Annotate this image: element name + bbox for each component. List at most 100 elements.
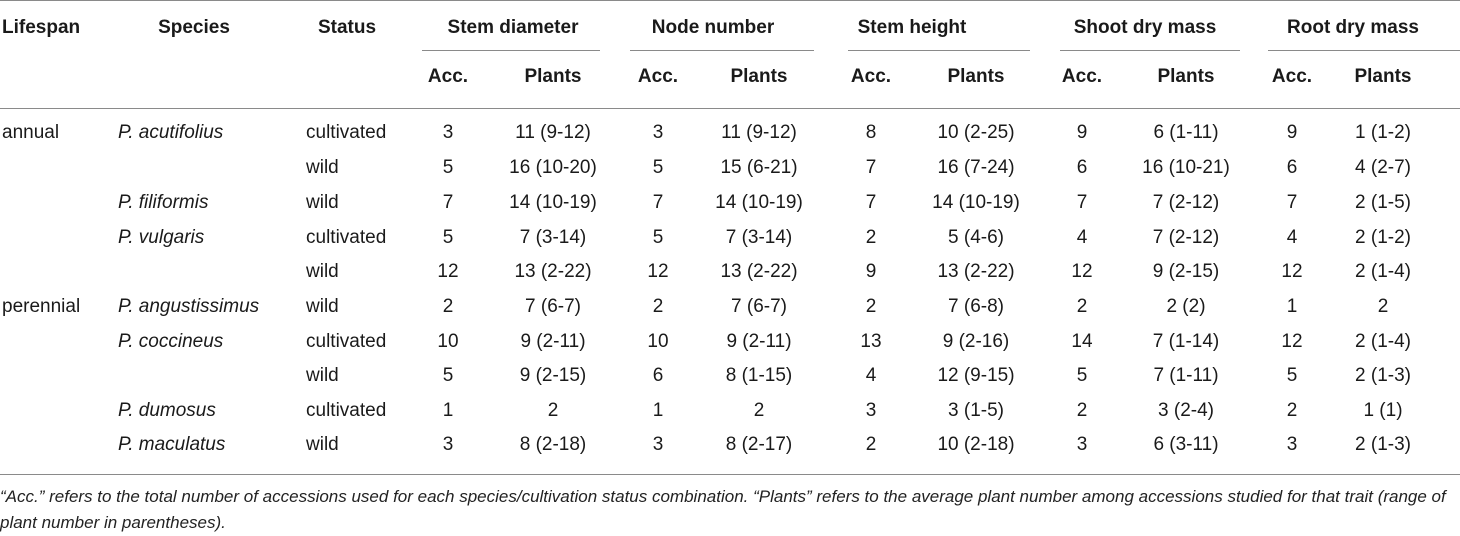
- cell-status: cultivated: [306, 227, 387, 248]
- cell-status: wild: [306, 434, 339, 455]
- cell-value: 2: [865, 434, 877, 455]
- cell-value: 13 (2-22): [720, 261, 798, 282]
- cell-value: 7 (1-14): [1152, 331, 1220, 352]
- cell-value: 7 (3-14): [725, 227, 793, 248]
- cell-value: 2 (1-5): [1355, 192, 1411, 213]
- cell-value: 5: [1286, 365, 1298, 386]
- cell-value: 6: [1076, 157, 1088, 178]
- cell-value: 8 (1-15): [725, 365, 793, 386]
- cell-status: wild: [306, 365, 339, 386]
- cell-value: 2 (1-3): [1355, 365, 1411, 386]
- subheader-acc: Acc.: [1061, 66, 1103, 87]
- cell-lifespan: annual: [2, 122, 60, 143]
- cell-value: 2: [652, 296, 664, 317]
- header-bottom-rule: [0, 108, 1460, 109]
- subheader-plants: Plants: [524, 66, 582, 87]
- cell-value: 7 (2-12): [1152, 227, 1220, 248]
- cell-value: 2: [442, 296, 454, 317]
- cell-value: 2 (1-4): [1355, 331, 1411, 352]
- subheader-plants: Plants: [1354, 66, 1412, 87]
- cell-value: 13 (2-22): [937, 261, 1015, 282]
- cell-value: 7: [1286, 192, 1298, 213]
- cell-lifespan: perennial: [2, 296, 81, 317]
- cell-value: 11 (9-12): [721, 122, 797, 143]
- cell-value: 2: [1076, 400, 1088, 421]
- cell-value: 7 (6-7): [525, 296, 581, 317]
- cell-value: 3: [1286, 434, 1298, 455]
- cell-value: 12: [437, 261, 459, 282]
- cell-status: cultivated: [306, 400, 387, 421]
- cell-value: 1: [1286, 296, 1298, 317]
- cell-value: 5: [652, 157, 664, 178]
- cell-value: 12: [1281, 261, 1303, 282]
- cell-value: 7: [1076, 192, 1088, 213]
- cell-value: 2 (1-2): [1355, 227, 1411, 248]
- cell-value: 13: [860, 331, 882, 352]
- cell-value: 7: [442, 192, 454, 213]
- cell-value: 2 (1-4): [1355, 261, 1411, 282]
- cell-value: 14 (10-19): [715, 192, 803, 213]
- cell-value: 10 (2-25): [937, 122, 1015, 143]
- cell-value: 2: [865, 296, 877, 317]
- subheader-acc: Acc.: [427, 66, 469, 87]
- cell-value: 1: [652, 400, 664, 421]
- cell-value: 4: [1076, 227, 1088, 248]
- cell-value: 7: [865, 192, 877, 213]
- cell-value: 6 (1-11): [1153, 122, 1219, 143]
- cell-value: 3: [442, 122, 454, 143]
- cell-value: 6 (3-11): [1153, 434, 1219, 455]
- cell-value: 7: [652, 192, 664, 213]
- cell-species: P. coccineus: [118, 331, 224, 352]
- cell-value: 9: [865, 261, 877, 282]
- cell-value: 9: [1076, 122, 1088, 143]
- cell-value: 16 (10-20): [509, 157, 597, 178]
- cell-value: 14: [1071, 331, 1093, 352]
- cell-value: 12 (9-15): [937, 365, 1015, 386]
- cell-value: 5: [442, 227, 454, 248]
- cell-value: 5: [652, 227, 664, 248]
- cell-value: 5: [442, 157, 454, 178]
- cell-value: 2: [1377, 296, 1389, 317]
- subheader-plants: Plants: [730, 66, 788, 87]
- table-footnote: “Acc.” refers to the total number of acc…: [0, 487, 1446, 532]
- cell-value: 12: [1071, 261, 1093, 282]
- group-rule-root-dry-mass: [1268, 50, 1460, 51]
- cell-status: wild: [306, 296, 339, 317]
- cell-value: 7 (3-14): [519, 227, 587, 248]
- header-node-number: Node number: [651, 17, 775, 38]
- cell-status: wild: [306, 157, 339, 178]
- cell-value: 8: [865, 122, 877, 143]
- cell-value: 7 (1-11): [1153, 365, 1219, 386]
- cell-value: 1: [442, 400, 454, 421]
- cell-status: cultivated: [306, 122, 387, 143]
- cell-value: 5: [442, 365, 454, 386]
- cell-value: 10: [437, 331, 459, 352]
- header-stem-diameter: Stem diameter: [447, 17, 579, 38]
- subheader-acc: Acc.: [637, 66, 679, 87]
- cell-value: 2: [1076, 296, 1088, 317]
- cell-value: 8 (2-17): [725, 434, 793, 455]
- cell-value: 12: [1281, 331, 1303, 352]
- header-lifespan: Lifespan: [2, 17, 81, 38]
- cell-value: 9 (2-15): [519, 365, 587, 386]
- header-shoot-dry-mass: Shoot dry mass: [1073, 17, 1217, 38]
- cell-value: 9: [1286, 122, 1298, 143]
- subheader-plants: Plants: [947, 66, 1005, 87]
- group-rule-shoot-dry-mass: [1060, 50, 1240, 51]
- cell-value: 7: [865, 157, 877, 178]
- cell-value: 3: [652, 434, 664, 455]
- cell-value: 6: [652, 365, 664, 386]
- cell-value: 15 (6-21): [720, 157, 798, 178]
- cell-value: 16 (7-24): [937, 157, 1015, 178]
- cell-value: 1 (1): [1363, 400, 1403, 421]
- cell-value: 16 (10-21): [1142, 157, 1230, 178]
- group-rule-node-number: [630, 50, 814, 51]
- cell-value: 5 (4-6): [948, 227, 1004, 248]
- cell-status: wild: [306, 192, 339, 213]
- cell-value: 7 (6-7): [731, 296, 787, 317]
- cell-value: 12: [647, 261, 669, 282]
- subheader-acc: Acc.: [1271, 66, 1313, 87]
- cell-value: 4: [865, 365, 877, 386]
- cell-value: 9 (2-15): [1152, 261, 1220, 282]
